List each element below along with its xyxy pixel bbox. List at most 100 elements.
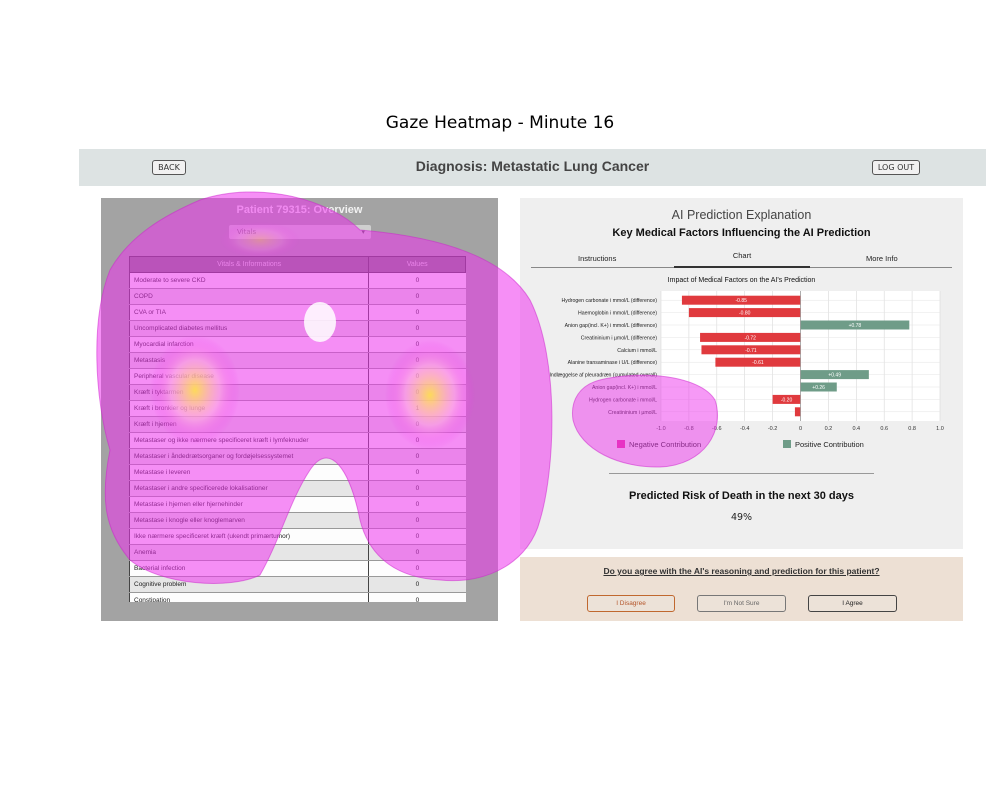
table-row: Metastase i knogle eller knoglemarven 0	[129, 512, 466, 529]
vital-value: 0	[368, 480, 466, 497]
vital-name: Uncomplicated diabetes mellitus	[129, 320, 369, 337]
vital-name: Peripheral vascular disease	[129, 368, 369, 385]
vital-value: 0	[368, 496, 466, 513]
agree-button[interactable]: I Agree	[808, 595, 897, 612]
vital-name: Ikke nærmere specificeret kræft (ukendt …	[129, 528, 369, 545]
y-tick-label: Indlæggelse af pleuradræn (cumulated ove…	[549, 373, 657, 379]
vital-value: 0	[368, 320, 466, 337]
table-row: Metastasis 0	[129, 352, 466, 369]
vital-value: 0	[368, 272, 466, 289]
x-tick-label: 0.4	[852, 426, 860, 432]
patient-overview-panel: Patient 79315: Overview Vitals ▾ Vitals …	[101, 198, 498, 621]
chart-bar	[681, 295, 801, 305]
table-row: Kræft i bronkier og lunge 1	[129, 400, 466, 417]
table-row: Uncomplicated diabetes mellitus 0	[129, 320, 466, 337]
legend-negative-label: Negative Contribution	[629, 440, 702, 449]
table-row: Metastaser og ikke nærmere specificeret …	[129, 432, 466, 449]
y-tick-label: Calcium i mmol/L	[617, 348, 657, 354]
patient-title: Patient 79315: Overview	[236, 204, 363, 216]
x-tick-label: -0.8	[684, 426, 693, 432]
table-row: CVA or TIA 0	[129, 304, 466, 321]
table-row: COPD 0	[129, 288, 466, 305]
vital-value: 0	[368, 528, 466, 545]
y-tick-label: Anion gap(incl. K+) i mmol/L (difference…	[565, 323, 658, 329]
back-button[interactable]: BACK	[152, 160, 186, 175]
vital-name: CVA or TIA	[129, 304, 369, 321]
vital-name: Bacterial infection	[129, 560, 369, 577]
table-row: Metastaser i åndedrætsorganer og fordøje…	[129, 448, 466, 465]
bar-value-label: -0.71	[745, 348, 757, 354]
vital-value: 0	[368, 576, 466, 593]
table-row: Constipation 0	[129, 592, 466, 602]
table-row: Ikke nærmere specificeret kræft (ukendt …	[129, 528, 466, 545]
vital-name: Constipation	[129, 592, 369, 602]
x-tick-label: 1.0	[936, 426, 944, 432]
vital-name: Metastasis	[129, 352, 369, 369]
y-tick-label: Creatininium i µmol/L	[608, 410, 657, 416]
bar-value-label: +0.78	[849, 323, 862, 329]
category-select-value: Vitals	[237, 228, 257, 236]
disagree-button[interactable]: I Disagree	[587, 595, 675, 612]
vital-value: 0	[368, 544, 466, 561]
vitals-table-scroll[interactable]: Vitals & Informations Values Moderate to…	[129, 256, 466, 602]
y-tick-label: Creatininium i µmol/L (difference)	[581, 335, 657, 341]
x-tick-label: -1.0	[656, 426, 665, 432]
explanation-subtitle: Key Medical Factors Influencing the AI P…	[612, 227, 871, 239]
negative-swatch-icon	[617, 440, 625, 448]
chart-bar	[800, 370, 869, 380]
bar-value-label: +0.49	[828, 373, 841, 379]
y-tick-label: Hydrogen carbonate i mmol/L (difference)	[562, 298, 658, 304]
y-tick-label: Alanine transaminase i U/L (difference)	[568, 360, 658, 366]
table-row: Metastase i hjernen eller hjernehinder 0	[129, 496, 466, 513]
vital-name: Kræft i tyktarmen	[129, 384, 369, 401]
vital-name: Kræft i bronkier og lunge	[129, 400, 369, 417]
not-sure-button[interactable]: I'm Not Sure	[697, 595, 786, 612]
chevron-down-icon: ▾	[361, 228, 365, 236]
logout-button[interactable]: LOG OUT	[872, 160, 920, 175]
column-header-vitals: Vitals & Informations	[129, 256, 370, 273]
legend-positive: Positive Contribution	[783, 440, 864, 449]
table-row: Moderate to severe CKD 0	[129, 272, 466, 289]
tab-instructions[interactable]: Instructions	[578, 254, 617, 263]
x-tick-label: 0.6	[880, 426, 888, 432]
table-row: Metastase i leveren 0	[129, 464, 466, 481]
chart-bar	[688, 308, 801, 318]
agreement-question: Do you agree with the AI's reasoning and…	[603, 566, 880, 576]
table-row: Bacterial infection 0	[129, 560, 466, 577]
category-select[interactable]: Vitals ▾	[229, 225, 371, 239]
chart-title: Impact of Medical Factors on the AI's Pr…	[667, 277, 816, 284]
vital-name: Metastase i leveren	[129, 464, 369, 481]
explanation-title: AI Prediction Explanation	[671, 208, 812, 222]
y-tick-label: Hydrogen carbonate i mmol/L	[589, 397, 657, 403]
vital-name: Metastase i knogle eller knoglemarven	[129, 512, 369, 529]
figure-title: Gaze Heatmap - Minute 16	[385, 113, 615, 133]
chart-bar	[700, 332, 801, 342]
bar-value-label: -0.20	[781, 397, 793, 403]
vital-value: 1	[368, 400, 466, 417]
vital-value: 0	[368, 560, 466, 577]
vital-value: 0	[368, 288, 466, 305]
table-row: Metastaser i andre specificerede lokalis…	[129, 480, 466, 497]
vital-value: 0	[368, 512, 466, 529]
y-tick-label: Anion gap(incl. K+) i mmol/L	[592, 385, 657, 391]
table-row: Kræft i hjernen 0	[129, 416, 466, 433]
bar-value-label: -0.61	[752, 360, 764, 366]
vital-name: Myocardial infarction	[129, 336, 369, 353]
divider	[609, 473, 874, 474]
impact-bar-chart: -1.0 -0.8 -0.6 -0.4 -0.2 0 0.2 0.4 0.6 0.8 1.0Hydr…	[549, 291, 944, 432]
tab-more-info[interactable]: More Info	[866, 254, 898, 263]
vital-value: 0	[368, 336, 466, 353]
chart-bar	[794, 407, 801, 417]
vital-name: Metastaser i åndedrætsorganer og fordøje…	[129, 448, 369, 465]
chart-bar	[701, 345, 801, 355]
table-row: Cognitive problem 0	[129, 576, 466, 593]
positive-swatch-icon	[783, 440, 791, 448]
chart-bar	[715, 357, 801, 367]
table-row: Myocardial infarction 0	[129, 336, 466, 353]
bar-value-label: +0.26	[812, 385, 825, 391]
table-row: Kræft i tyktarmen 0	[129, 384, 466, 401]
vital-value: 0	[368, 304, 466, 321]
tab-chart[interactable]: Chart	[674, 251, 810, 268]
x-tick-label: -0.4	[740, 426, 749, 432]
table-row: Peripheral vascular disease 0	[129, 368, 466, 385]
